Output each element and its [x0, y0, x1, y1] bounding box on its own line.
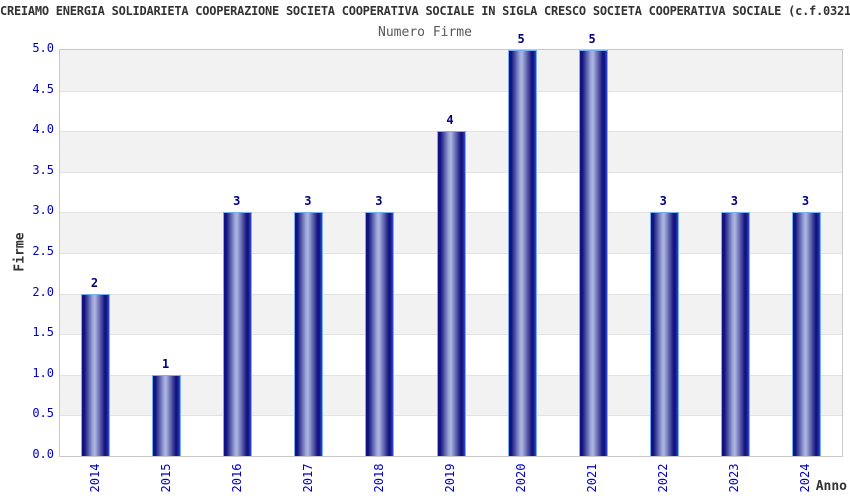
x-tick-label: 2023	[727, 463, 742, 493]
bar-value-label: 5	[517, 32, 525, 46]
bar-value-label: 3	[304, 194, 312, 209]
y-tick-label: 1.0	[32, 365, 54, 380]
bar-2022	[649, 212, 679, 456]
bar-value-label: 3	[730, 194, 738, 209]
bar-2021	[578, 50, 608, 456]
y-tick-label: 3.5	[32, 162, 54, 177]
y-tick-label: 3.0	[32, 203, 54, 218]
bar-value-label: 3	[233, 194, 241, 209]
bar-2024	[791, 212, 821, 456]
bar-value-label: 3	[659, 194, 667, 209]
x-tick-label: 2014	[87, 463, 102, 493]
y-tick-label: 4.5	[32, 81, 54, 96]
plot-band	[60, 90, 842, 132]
bar-2014	[81, 293, 111, 456]
bar-2015	[152, 374, 182, 456]
x-tick-label: 2020	[514, 463, 529, 493]
plot-band	[60, 50, 842, 91]
x-axis-title: Anno	[815, 479, 847, 494]
bar-value-label: 2	[90, 275, 99, 290]
y-tick-label: 0.0	[32, 447, 54, 461]
bar-2020	[507, 50, 537, 456]
bar-value-label: 4	[446, 113, 454, 128]
bar-2016	[223, 212, 253, 456]
y-tick-label: 0.5	[32, 406, 54, 421]
x-tick-label: 2017	[300, 463, 315, 493]
y-tick-label: 4.0	[32, 122, 54, 137]
chart-subtitle: Numero Firme	[378, 25, 472, 40]
x-tick-label: 2022	[656, 463, 671, 493]
gridline	[60, 90, 842, 92]
x-tick-label: 2018	[371, 463, 386, 493]
x-tick-label: 2016	[229, 463, 244, 493]
bar-2018	[365, 212, 395, 456]
plot-area	[59, 49, 843, 457]
bar-value-label: 3	[375, 194, 383, 209]
y-tick-label: 5.0	[32, 41, 54, 55]
bar-2019	[436, 131, 466, 456]
x-tick-label: 2021	[585, 463, 600, 493]
x-tick-label: 2019	[443, 463, 457, 493]
bar-value-label: 3	[801, 194, 810, 209]
bar-2017	[294, 212, 324, 456]
x-tick-label: 2024	[798, 463, 813, 493]
y-tick-label: 2.5	[32, 244, 54, 258]
bar-value-label: 5	[588, 32, 596, 46]
y-tick-label: 1.5	[32, 325, 54, 340]
bar-value-label: 1	[162, 356, 170, 371]
chart-title: CREIAMO ENERGIA SOLIDARIETA COOPERAZIONE…	[0, 4, 850, 18]
bar-2023	[720, 212, 750, 456]
y-tick-label: 2.0	[32, 284, 54, 299]
x-tick-label: 2015	[158, 463, 173, 493]
